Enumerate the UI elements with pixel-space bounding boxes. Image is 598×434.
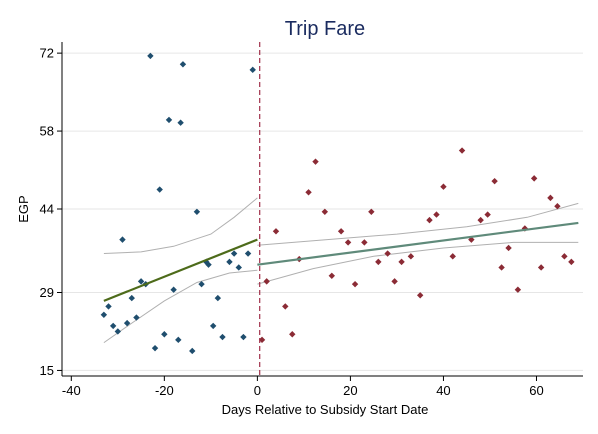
point-pre-4 (119, 236, 126, 243)
point-pre-7 (133, 314, 140, 321)
point-pre-13 (161, 331, 168, 338)
point-post-22 (433, 211, 440, 218)
chart-title: Trip Fare (285, 18, 365, 40)
x-tick-label-4: 40 (436, 383, 450, 398)
point-post-36 (547, 194, 554, 202)
point-post-26 (468, 236, 475, 243)
point-pre-6 (128, 294, 135, 302)
point-pre-3 (114, 328, 122, 335)
scatter-points (100, 52, 575, 355)
y-tick-label-4: 72 (40, 46, 54, 61)
point-pre-21 (198, 280, 205, 288)
point-post-3 (282, 303, 289, 310)
x-tick-label-2: 0 (254, 383, 261, 398)
point-post-25 (458, 147, 466, 154)
point-post-19 (407, 253, 415, 260)
y-tick-label-1: 29 (40, 285, 54, 300)
point-pre-19 (189, 347, 196, 355)
point-pre-24 (209, 322, 217, 330)
point-post-30 (498, 264, 505, 271)
point-pre-27 (226, 258, 233, 266)
point-post-10 (337, 228, 345, 235)
point-pre-25 (214, 294, 222, 302)
y-ticks: 15 29 44 58 72 (40, 46, 62, 378)
point-pre-14 (165, 116, 173, 124)
point-post-2 (272, 228, 280, 235)
point-post-20 (416, 292, 424, 299)
x-axis-label: Days Relative to Subsidy Start Date (222, 402, 429, 417)
point-pre-5 (123, 319, 131, 327)
y-tick-label-0: 15 (40, 363, 54, 378)
point-post-8 (321, 208, 329, 215)
point-pre-8 (137, 278, 145, 285)
point-post-0 (258, 336, 266, 344)
point-pre-15 (170, 286, 177, 293)
x-tick-label-0: -40 (62, 383, 81, 398)
point-post-28 (484, 211, 491, 218)
point-post-4 (289, 331, 296, 338)
confidence-bands (103, 197, 579, 344)
point-pre-17 (177, 119, 184, 126)
point-pre-0 (100, 311, 108, 318)
x-tick-label-5: 60 (529, 383, 543, 398)
point-post-14 (368, 208, 375, 215)
point-post-37 (554, 203, 561, 210)
point-post-23 (440, 183, 447, 190)
ci-lower-post (257, 241, 579, 285)
point-pre-1 (105, 303, 112, 310)
point-post-31 (505, 244, 512, 252)
point-post-6 (305, 189, 312, 196)
point-pre-23 (205, 261, 212, 268)
point-pre-2 (109, 322, 117, 330)
point-post-32 (514, 286, 522, 293)
point-pre-30 (240, 333, 247, 341)
point-pre-16 (175, 336, 182, 344)
point-pre-18 (179, 61, 187, 68)
point-post-11 (344, 239, 352, 246)
point-post-12 (351, 280, 359, 288)
fit-line-post (257, 221, 579, 266)
point-pre-32 (249, 66, 256, 74)
point-post-16 (384, 250, 391, 257)
point-post-21 (426, 216, 433, 224)
point-pre-26 (219, 333, 226, 341)
point-post-27 (477, 216, 484, 224)
point-pre-29 (235, 264, 242, 271)
point-post-15 (375, 258, 382, 266)
point-pre-20 (193, 208, 201, 215)
point-post-24 (449, 253, 456, 260)
point-post-35 (537, 264, 545, 271)
point-post-1 (263, 278, 270, 285)
x-ticks: -40 -20 0 20 40 60 (62, 376, 544, 398)
point-post-38 (561, 253, 568, 260)
y-axis-label: EGP (16, 195, 31, 222)
point-post-34 (530, 175, 538, 182)
point-pre-12 (156, 186, 163, 193)
point-pre-31 (244, 250, 252, 257)
point-post-9 (328, 272, 336, 279)
ci-upper-post (257, 202, 579, 246)
x-tick-label-1: -20 (155, 383, 174, 398)
ci-lower-pre (103, 269, 258, 344)
point-pre-22 (203, 258, 210, 266)
gridlines (62, 52, 583, 371)
point-pre-11 (151, 344, 159, 352)
point-post-18 (398, 258, 405, 266)
point-post-17 (391, 278, 398, 285)
fit-line-pre (103, 238, 258, 302)
point-pre-10 (147, 52, 154, 60)
fit-lines (103, 221, 579, 302)
point-post-39 (568, 258, 575, 266)
point-post-13 (361, 239, 368, 246)
point-pre-28 (230, 250, 238, 257)
y-tick-label-3: 58 (40, 124, 54, 139)
point-post-29 (491, 177, 498, 185)
x-tick-label-3: 20 (343, 383, 357, 398)
point-post-7 (312, 158, 319, 165)
ci-upper-pre (103, 197, 258, 254)
y-tick-label-2: 44 (40, 202, 54, 217)
